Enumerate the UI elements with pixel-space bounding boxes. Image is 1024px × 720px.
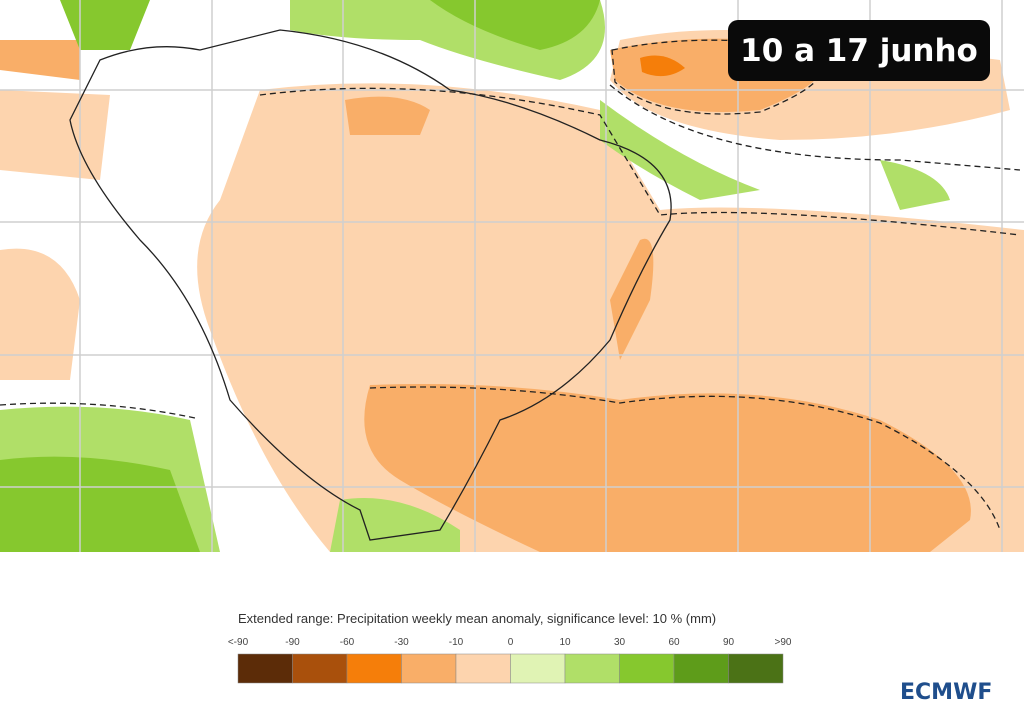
legend-swatch <box>401 653 457 684</box>
legend-label: <-90 <box>228 637 249 648</box>
legend-swatch <box>455 653 511 684</box>
legend-label: 30 <box>614 637 626 648</box>
legend-swatch <box>510 653 566 684</box>
legend-swatch <box>564 653 620 684</box>
date-badge: 10 a 17 junho <box>728 20 990 81</box>
legend-swatch <box>728 653 784 684</box>
legend-swatch <box>292 653 348 684</box>
legend-label: -10 <box>449 637 464 648</box>
legend-swatch <box>673 653 729 684</box>
legend: <-90 -90 -60 -30 -10 0 10 30 60 90 >90 <box>228 637 792 684</box>
legend-swatch <box>619 653 675 684</box>
legend-label: 0 <box>508 637 514 648</box>
legend-label: -60 <box>340 637 355 648</box>
legend-swatch <box>237 653 293 684</box>
legend-label: 10 <box>559 637 571 648</box>
logo: ECMWF <box>900 680 993 705</box>
legend-swatch <box>346 653 402 684</box>
legend-label: 90 <box>723 637 735 648</box>
map <box>0 0 1024 552</box>
legend-label: -90 <box>285 637 300 648</box>
legend-label: >90 <box>775 637 792 648</box>
legend-label: 60 <box>668 637 680 648</box>
legend-title: Extended range: Precipitation weekly mea… <box>238 611 717 626</box>
legend-label: -30 <box>394 637 409 648</box>
